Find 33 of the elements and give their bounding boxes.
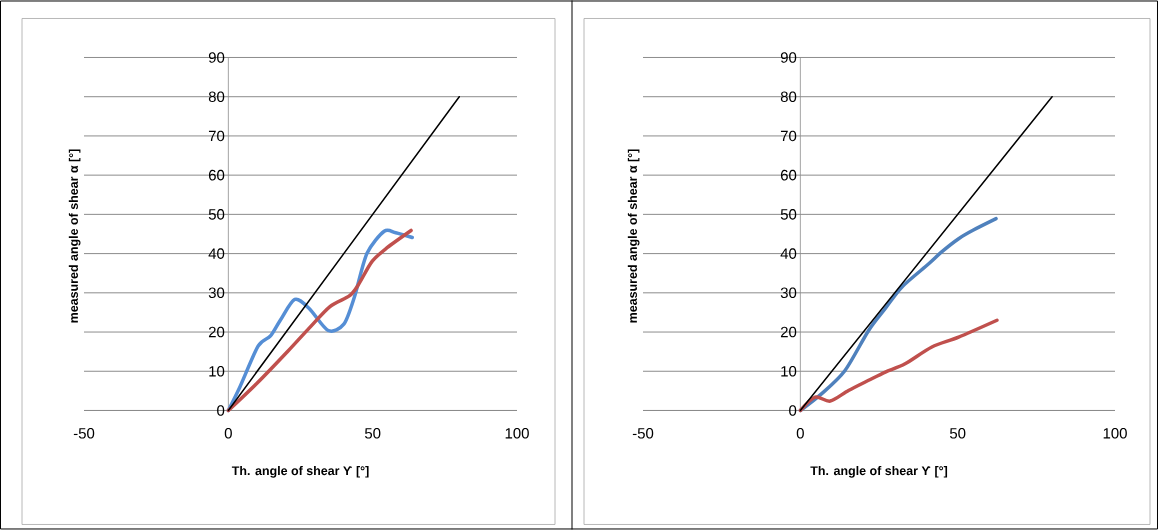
line-series <box>798 318 999 413</box>
y-tick-label: 10 <box>781 365 797 377</box>
y-tick-label: 80 <box>780 91 797 102</box>
y-tick-label: 60 <box>780 169 797 181</box>
x-tick-label: 100 <box>505 428 529 439</box>
y-tick-label: 90 <box>208 52 225 63</box>
y-tick-label: 50 <box>208 209 225 220</box>
y-tick-label: 70 <box>208 130 225 142</box>
y-tick-label: 70 <box>780 130 797 142</box>
y-tick-label: 90 <box>780 52 797 63</box>
y-axis-title: measured angle of shear α [°] <box>68 149 81 323</box>
x-axis-title: Th. angle of shear Ƴ [°] <box>231 466 369 478</box>
y-tick-label: 20 <box>780 326 797 338</box>
y-tick-label: 30 <box>208 287 225 299</box>
x-tick-label: 50 <box>949 428 966 439</box>
x-tick-label: 50 <box>364 428 381 439</box>
x-tick-label: -50 <box>632 428 654 439</box>
x-tick-label: 100 <box>1103 428 1127 439</box>
y-tick-label: 0 <box>789 405 797 416</box>
y-tick-label: 50 <box>780 209 797 220</box>
x-tick-label: 0 <box>224 428 232 439</box>
x-axis-title: Th. angle of shear Ƴ [°] <box>810 466 948 478</box>
y-axis-title: measured angle of shear α [°] <box>627 149 640 323</box>
x-tick-label: -50 <box>73 428 95 439</box>
y-tick-label: 30 <box>780 287 797 299</box>
y-tick-label: 40 <box>208 248 225 259</box>
y-tick-label: 80 <box>208 91 225 102</box>
y-tick-label: 60 <box>208 169 225 181</box>
y-tick-label: 0 <box>217 405 225 416</box>
x-tick-label: 0 <box>796 428 804 439</box>
y-tick-label: 10 <box>209 365 225 377</box>
y-tick-label: 40 <box>780 248 797 259</box>
y-tick-label: 20 <box>208 326 225 338</box>
